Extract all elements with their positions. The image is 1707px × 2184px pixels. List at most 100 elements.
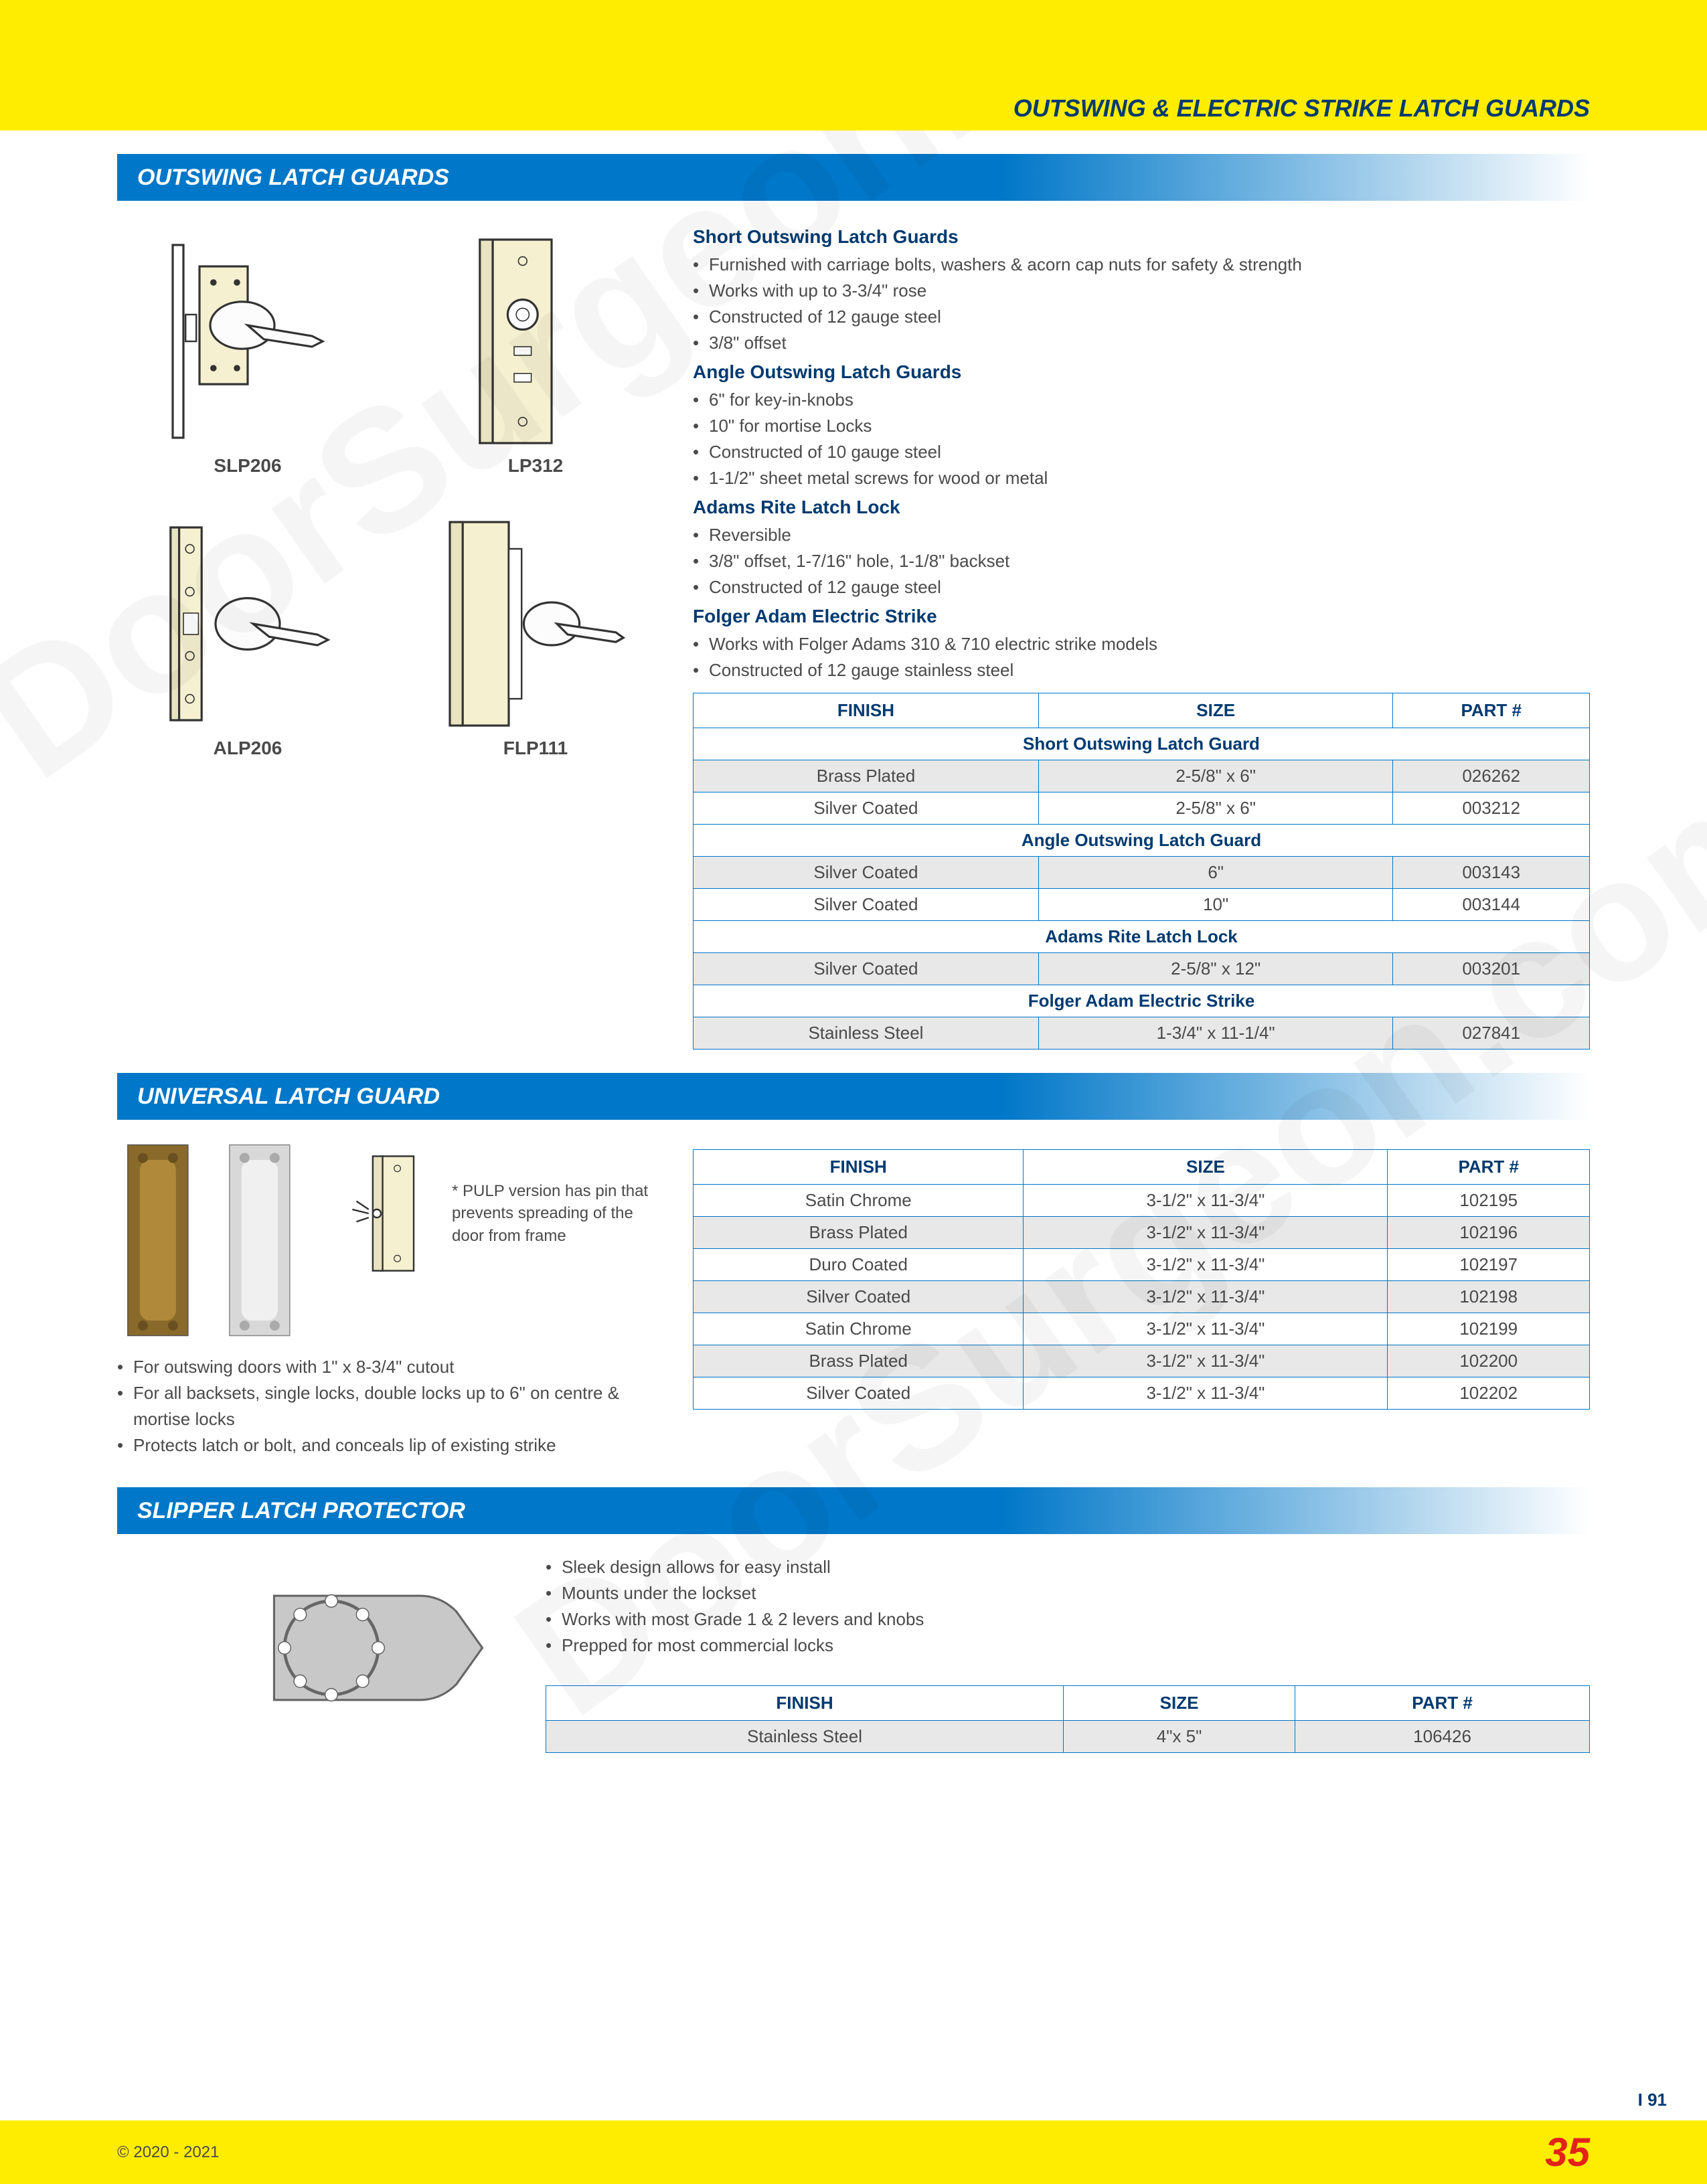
table-row: Silver Coated6"003143 xyxy=(694,857,1590,889)
section1-table: FINISHSIZEPART # Short Outswing Latch Gu… xyxy=(693,693,1590,1049)
table-header-cell: PART # xyxy=(1393,693,1590,728)
table-row: Stainless Steel4"x 5"106426 xyxy=(546,1721,1590,1753)
table-cell: 102199 xyxy=(1388,1313,1590,1345)
table-cell: Duro Coated xyxy=(694,1249,1024,1281)
table-row: Brass Plated2-5/8" x 6"026262 xyxy=(694,760,1590,792)
table-header-cell: SIZE xyxy=(1038,693,1393,728)
bullet-item: Sleek design allows for easy install xyxy=(546,1554,1590,1580)
table-cell: 3-1/2" x 11-3/4" xyxy=(1024,1313,1388,1345)
table-cell: Silver Coated xyxy=(694,889,1039,921)
table-cell: 106426 xyxy=(1295,1721,1590,1753)
section3-right: Sleek design allows for easy installMoun… xyxy=(546,1554,1590,1753)
page-number: 35 xyxy=(1545,2129,1590,2175)
section3-header: SLIPPER LATCH PROTECTOR xyxy=(117,1487,1590,1534)
table-subheader: Short Outswing Latch Guard xyxy=(694,728,1590,760)
bullet-item: For outswing doors with 1" x 8-3/4" cuto… xyxy=(117,1354,666,1380)
table-header-cell: PART # xyxy=(1388,1150,1590,1185)
spec-group-title: Short Outswing Latch Guards xyxy=(693,226,1590,248)
table-cell: 6" xyxy=(1038,857,1393,889)
section2-left: * PULP version has pin that prevents spr… xyxy=(117,1140,666,1464)
bullet-item: 10" for mortise Locks xyxy=(693,413,1590,439)
table-cell: 1-3/4" x 11-1/4" xyxy=(1038,1017,1393,1049)
section1-diagrams: SLP206 xyxy=(117,221,666,1049)
page-container: DoorSurgeon.com DoorSurgeon.com OUTSWING… xyxy=(0,0,1707,2184)
table-cell: 003201 xyxy=(1393,953,1590,985)
table-row: Silver Coated3-1/2" x 11-3/4"102202 xyxy=(694,1377,1590,1410)
table-row: Satin Chrome3-1/2" x 11-3/4"102195 xyxy=(694,1185,1590,1217)
bullet-item: Furnished with carriage bolts, washers &… xyxy=(693,252,1590,278)
bullet-item: Reversible xyxy=(693,522,1590,548)
table-cell: 102200 xyxy=(1388,1345,1590,1377)
bullet-item: For all backsets, single locks, double l… xyxy=(117,1380,666,1432)
table-row: Silver Coated3-1/2" x 11-3/4"102198 xyxy=(694,1281,1590,1313)
table-cell: Brass Plated xyxy=(694,760,1039,792)
table-cell: 3-1/2" x 11-3/4" xyxy=(1024,1345,1388,1377)
table-cell: Silver Coated xyxy=(694,1377,1024,1410)
table-cell: 102196 xyxy=(1388,1217,1590,1249)
table-cell: 10" xyxy=(1038,889,1393,921)
page-title: OUTSWING & ELECTRIC STRIKE LATCH GUARDS xyxy=(1013,94,1590,122)
diagram-lp312: LP312 xyxy=(405,234,666,477)
bullet-item: Constructed of 12 gauge steel xyxy=(693,304,1590,330)
side-page-ref: I 91 xyxy=(1638,2090,1667,2110)
table-row: Silver Coated2-5/8" x 12"003201 xyxy=(694,953,1590,985)
section3-bullets: Sleek design allows for easy installMoun… xyxy=(546,1554,1590,1659)
silver-plate-image xyxy=(219,1140,301,1341)
section2-table-col: FINISHSIZEPART # Satin Chrome3-1/2" x 11… xyxy=(693,1140,1590,1464)
bullet-item: 3/8" offset xyxy=(693,330,1590,356)
table-cell: Silver Coated xyxy=(694,792,1039,825)
section1-header: OUTSWING LATCH GUARDS xyxy=(117,154,1590,201)
top-bar: OUTSWING & ELECTRIC STRIKE LATCH GUARDS xyxy=(0,0,1707,131)
table-cell: Stainless Steel xyxy=(546,1721,1064,1753)
table-row: Satin Chrome3-1/2" x 11-3/4"102199 xyxy=(694,1313,1590,1345)
alp206-illustration xyxy=(141,517,355,731)
diagram-slp206: SLP206 xyxy=(117,234,378,477)
section1-specs: Short Outswing Latch Guards Furnished wit… xyxy=(693,221,1590,1049)
table-cell: Silver Coated xyxy=(694,1281,1024,1313)
bullet-item: 1-1/2" sheet metal screws for wood or me… xyxy=(693,465,1590,491)
bullet-item: Constructed of 12 gauge steel xyxy=(693,574,1590,600)
section2-bullets: For outswing doors with 1" x 8-3/4" cuto… xyxy=(117,1354,666,1458)
brass-plate-image xyxy=(117,1140,199,1341)
bullet-item: Works with Folger Adams 310 & 710 electr… xyxy=(693,631,1590,657)
spec-bullet-list: Reversible3/8" offset, 1-7/16" hole, 1-1… xyxy=(693,522,1590,600)
table-header-cell: FINISH xyxy=(546,1686,1064,1721)
section3-body: Sleek design allows for easy installMoun… xyxy=(117,1554,1590,1753)
table-cell: Satin Chrome xyxy=(694,1313,1024,1345)
copyright: © 2020 - 2021 xyxy=(117,2143,219,2162)
table-cell: Brass Plated xyxy=(694,1345,1024,1377)
table-cell: Silver Coated xyxy=(694,857,1039,889)
table-row: Brass Plated3-1/2" x 11-3/4"102200 xyxy=(694,1345,1590,1377)
diagram-alp206: ALP206 xyxy=(117,517,378,759)
table-row: Silver Coated10"003144 xyxy=(694,889,1590,921)
diagram-label: LP312 xyxy=(508,455,564,477)
table-cell: Silver Coated xyxy=(694,953,1039,985)
spec-group-title: Adams Rite Latch Lock xyxy=(693,497,1590,518)
table-cell: 3-1/2" x 11-3/4" xyxy=(1024,1249,1388,1281)
table-cell: 102197 xyxy=(1388,1249,1590,1281)
section2-table: FINISHSIZEPART # Satin Chrome3-1/2" x 11… xyxy=(693,1149,1590,1410)
table-header-cell: PART # xyxy=(1295,1686,1590,1721)
table-cell: 026262 xyxy=(1393,760,1590,792)
table-cell: 003143 xyxy=(1393,857,1590,889)
table-cell: 3-1/2" x 11-3/4" xyxy=(1024,1377,1388,1410)
bullet-item: 3/8" offset, 1-7/16" hole, 1-1/8" backse… xyxy=(693,548,1590,574)
table-header-cell: FINISH xyxy=(694,693,1039,728)
section2-header: UNIVERSAL LATCH GUARD xyxy=(117,1073,1590,1120)
slp206-illustration xyxy=(141,234,355,448)
bullet-item: Works with most Grade 1 & 2 levers and k… xyxy=(546,1606,1590,1632)
table-subheader: Adams Rite Latch Lock xyxy=(694,921,1590,953)
table-cell: 2-5/8" x 12" xyxy=(1038,953,1393,985)
flp111-illustration xyxy=(428,517,643,731)
table-subheader: Angle Outswing Latch Guard xyxy=(694,825,1590,857)
diagram-label: FLP111 xyxy=(503,738,568,759)
table-header-cell: FINISH xyxy=(694,1150,1024,1185)
bullet-item: Constructed of 10 gauge steel xyxy=(693,439,1590,465)
spec-group-title: Folger Adam Electric Strike xyxy=(693,606,1590,627)
diagram-label: ALP206 xyxy=(214,738,282,759)
table-row: Duro Coated3-1/2" x 11-3/4"102197 xyxy=(694,1249,1590,1281)
table-row: Stainless Steel1-3/4" x 11-1/4"027841 xyxy=(694,1017,1590,1049)
table-cell: 027841 xyxy=(1393,1017,1590,1049)
table-cell: 102198 xyxy=(1388,1281,1590,1313)
section1-body: SLP206 xyxy=(117,221,1590,1049)
